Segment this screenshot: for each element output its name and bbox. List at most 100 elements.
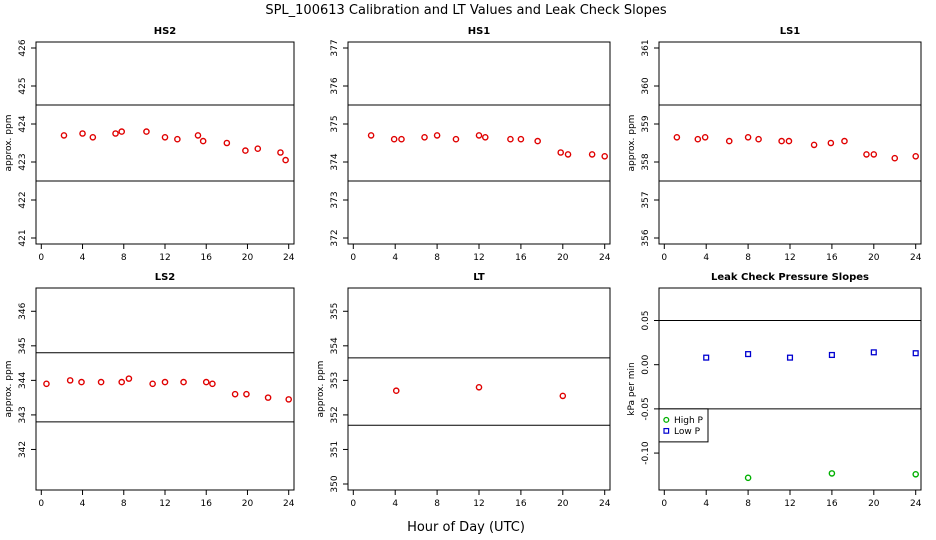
y-tick-label: 424	[18, 115, 28, 132]
y-tick-label: 357	[641, 191, 651, 208]
x-tick-label: 20	[868, 499, 880, 509]
x-tick-label: 0	[38, 499, 44, 509]
data-point	[745, 351, 752, 358]
data-point	[282, 156, 289, 164]
y-tick-label: 343	[18, 406, 28, 423]
data-point	[118, 128, 126, 135]
x-tick-label: 24	[599, 499, 611, 509]
data-point	[507, 135, 514, 143]
x-tick-label: 20	[557, 499, 569, 509]
data-point	[66, 377, 74, 384]
data-point	[202, 378, 210, 386]
y-tick-label: 358	[641, 153, 651, 170]
data-point	[231, 390, 239, 398]
y-tick-label: 421	[18, 229, 28, 246]
panel-title: Leak Check Pressure Slopes	[711, 272, 869, 283]
data-point	[223, 139, 231, 147]
data-point	[209, 380, 216, 388]
y-tick-label: 361	[641, 39, 651, 56]
y-tick-label: 375	[330, 115, 340, 132]
x-tick-label: 0	[38, 253, 44, 263]
chart-panel-4: LS2 0 4 8 12 16 20 24 342 343 344 345 346 approx. ppm	[4, 272, 295, 509]
data-point	[264, 394, 272, 401]
y-tick-label: 359	[641, 115, 651, 132]
y-tick-label: 344	[18, 372, 28, 389]
data-point	[118, 378, 126, 386]
data-point	[703, 354, 710, 361]
x-tick-label: 12	[159, 253, 170, 263]
data-point	[433, 132, 441, 139]
plot-frame	[347, 287, 611, 491]
y-tick-label: 422	[18, 191, 28, 208]
panel-title: LS1	[780, 26, 801, 37]
x-tick-label: 16	[201, 499, 213, 509]
x-tick-label: 20	[242, 499, 254, 509]
x-tick-label: 4	[703, 253, 709, 263]
x-tick-label: 4	[392, 253, 398, 263]
x-tick-label: 12	[473, 253, 484, 263]
x-tick-label: 16	[515, 499, 527, 509]
data-point	[254, 145, 262, 152]
x-tick-label: 8	[434, 499, 440, 509]
y-tick-label: 377	[330, 39, 340, 56]
data-point	[912, 350, 919, 357]
x-tick-label: 16	[515, 253, 527, 263]
data-point	[243, 390, 250, 398]
x-tick-label: 24	[910, 253, 922, 263]
data-point	[180, 378, 187, 386]
y-tick-label: 423	[18, 153, 28, 170]
data-point	[199, 137, 207, 145]
x-tick-label: 24	[599, 253, 611, 263]
x-tick-label: 4	[80, 499, 86, 509]
y-axis-label: kPa per min	[627, 362, 637, 415]
data-point	[452, 135, 460, 143]
y-tick-label: 374	[330, 153, 340, 170]
data-point	[194, 132, 202, 139]
data-point	[112, 130, 119, 137]
data-point	[161, 133, 169, 141]
x-tick-label: 16	[201, 253, 213, 263]
data-point	[891, 154, 899, 162]
data-point	[694, 135, 702, 143]
plot-frame	[658, 287, 922, 491]
x-tick-label: 12	[784, 499, 795, 509]
y-axis-label: approx. ppm	[316, 361, 326, 418]
data-point	[559, 392, 567, 400]
y-tick-label: 425	[18, 77, 28, 94]
data-point	[89, 133, 97, 141]
data-point	[870, 151, 878, 158]
x-tick-label: 24	[283, 499, 295, 509]
data-point	[161, 378, 169, 386]
data-point	[755, 135, 762, 143]
data-point	[390, 135, 398, 143]
data-point	[398, 135, 405, 143]
chart-panel-5: LT 0 4 8 12 16 20 24 350 351 352 353 354 355 approx. p…	[316, 272, 611, 509]
legend-marker	[663, 427, 670, 434]
x-tick-label: 12	[784, 253, 795, 263]
y-tick-label: 351	[330, 441, 340, 458]
data-point	[785, 137, 793, 145]
data-point	[725, 137, 733, 145]
data-point	[564, 151, 572, 158]
y-tick-label: 360	[641, 77, 651, 94]
x-tick-label: 4	[80, 253, 86, 263]
data-point	[78, 378, 85, 386]
x-tick-label: 12	[159, 499, 170, 509]
data-point	[701, 133, 709, 141]
data-point	[475, 383, 483, 391]
x-tick-label: 20	[242, 253, 254, 263]
x-tick-label: 0	[661, 499, 667, 509]
data-point	[392, 387, 400, 395]
y-axis-label: approx. ppm	[627, 115, 637, 172]
data-point	[60, 132, 68, 139]
data-point	[242, 147, 249, 154]
y-tick-label: 355	[330, 303, 340, 320]
x-tick-label: 24	[283, 253, 295, 263]
y-tick-label: -0.05	[641, 397, 651, 420]
x-tick-label: 16	[826, 499, 838, 509]
figure-title: SPL_100613 Calibration and LT Values and…	[265, 3, 667, 18]
